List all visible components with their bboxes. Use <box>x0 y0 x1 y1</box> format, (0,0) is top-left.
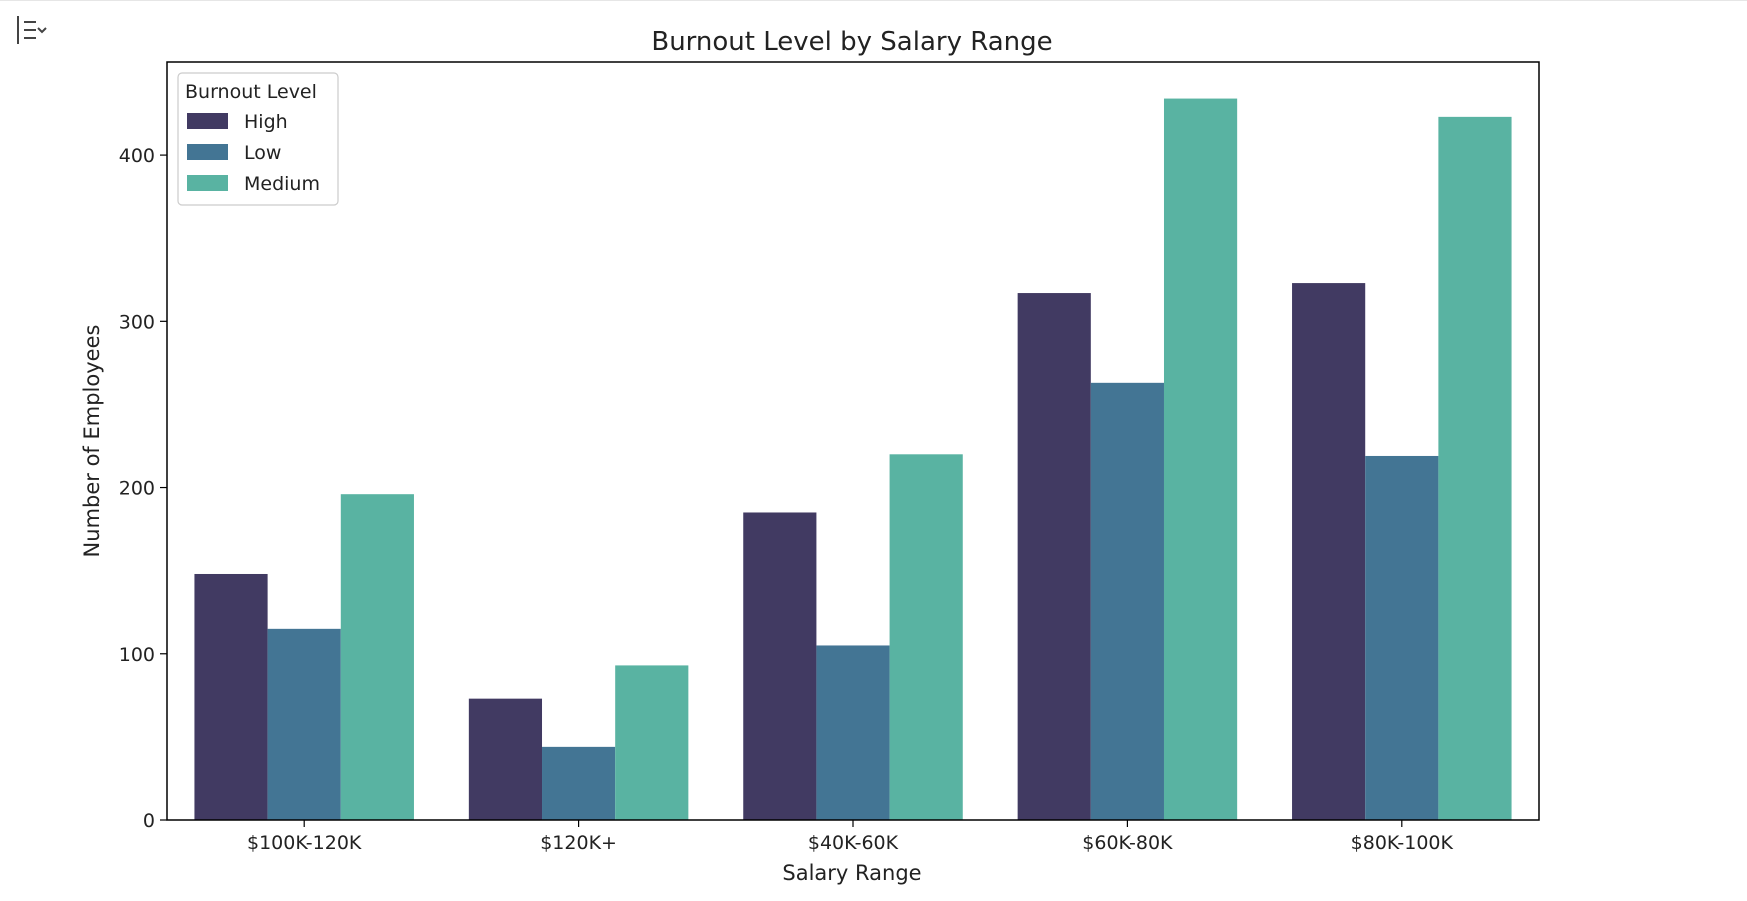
bar-high <box>1292 283 1366 820</box>
y-tick-label: 400 <box>119 145 155 167</box>
legend-label-medium: Medium <box>244 173 320 195</box>
x-tick-label: $120K+ <box>540 832 617 854</box>
output-separator <box>0 0 1747 1</box>
y-tick-label: 300 <box>119 311 155 333</box>
chart-title: Burnout Level by Salary Range <box>651 27 1052 57</box>
bar-low <box>1365 455 1439 820</box>
x-tick-label: $80K-100K <box>1351 832 1454 854</box>
legend-box <box>177 72 339 206</box>
x-tick-label: $60K-80K <box>1082 832 1173 854</box>
legend-swatch-medium <box>187 175 228 191</box>
bar-low <box>816 645 890 820</box>
bar-medium <box>1438 116 1512 820</box>
bar-medium <box>615 665 689 820</box>
legend-label-high: High <box>244 111 288 133</box>
legend-label-low: Low <box>244 142 281 164</box>
x-tick-label: $100K-120K <box>247 832 362 854</box>
y-tick-label: 100 <box>119 644 155 666</box>
bar-low <box>1090 382 1164 820</box>
bar-medium <box>1163 98 1238 820</box>
plot-area: 0 100 200 300 400 $100K-120K $120K+ $40K-60K $60… <box>119 61 1540 854</box>
bar-high <box>1017 293 1091 820</box>
legend-swatch-high <box>187 113 228 129</box>
y-tick-label: 200 <box>119 478 155 500</box>
legend-swatch-low <box>187 144 228 160</box>
legend-title: Burnout Level <box>185 81 317 103</box>
bar-high <box>743 512 817 820</box>
bar-high <box>468 698 543 820</box>
bar-low <box>267 628 341 820</box>
y-tick-label: 0 <box>143 810 155 832</box>
y-axis-label: Number of Employees <box>80 325 104 558</box>
output-collapse-icon[interactable] <box>10 10 50 50</box>
x-axis-label: Salary Range <box>782 861 921 885</box>
bar-medium <box>889 454 963 820</box>
bar-low <box>542 746 616 820</box>
x-tick-label: $40K-60K <box>808 832 899 854</box>
bar-medium <box>340 494 414 820</box>
bar-high <box>194 573 268 820</box>
